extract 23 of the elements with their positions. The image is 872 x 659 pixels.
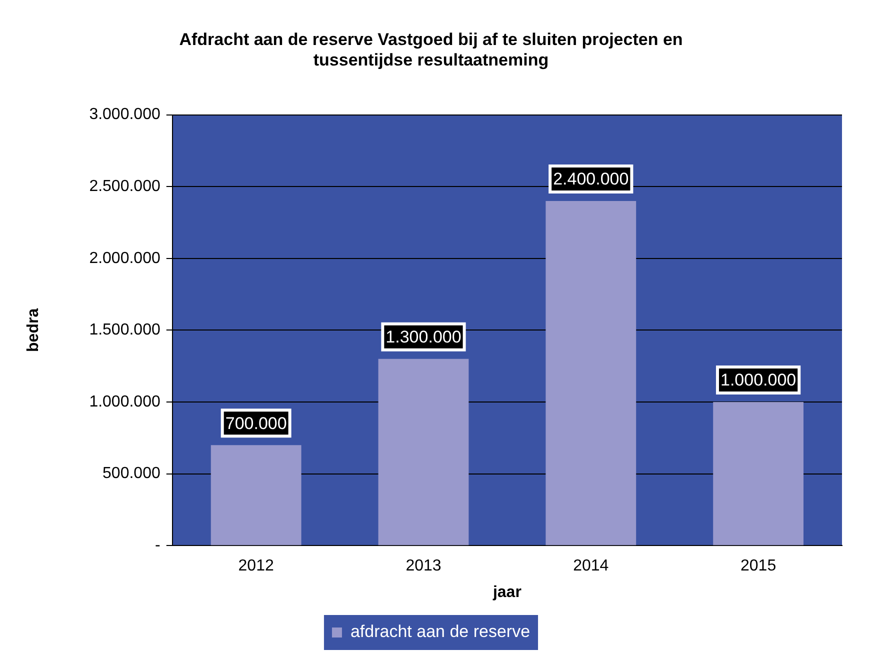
y-tick-label: - — [155, 537, 160, 554]
x-tick-label: 2013 — [406, 558, 442, 575]
y-tick-label: 500.000 — [102, 465, 160, 482]
x-tick-label: 2012 — [238, 558, 274, 575]
data-label: 1.000.000 — [720, 370, 796, 390]
legend-label: afdracht aan de reserve — [350, 622, 530, 642]
y-tick-label: 3.000.000 — [89, 106, 160, 124]
bar — [546, 200, 636, 546]
chart-title: Afdracht aan de reserve Vastgoed bij af te sluiten projecten en tussentijdse resultaatneming — [179, 30, 683, 70]
bar — [210, 445, 302, 546]
data-label: 1.300.000 — [386, 328, 462, 347]
x-tick-label: 2014 — [573, 558, 609, 575]
y-tick-label: 1.000.000 — [89, 393, 160, 410]
bar — [713, 402, 804, 546]
y-axis-title: bedra — [25, 308, 42, 352]
y-tick-label: 1.500.000 — [89, 322, 160, 339]
bar — [378, 358, 469, 546]
y-tick-label: 2.500.000 — [89, 178, 160, 196]
y-tick-label: 2.000.000 — [89, 250, 160, 267]
x-tick-label: 2015 — [740, 558, 776, 575]
x-axis-title: jaar — [492, 584, 522, 601]
data-label: 2.400.000 — [553, 170, 629, 189]
data-label: 700.000 — [225, 414, 287, 433]
